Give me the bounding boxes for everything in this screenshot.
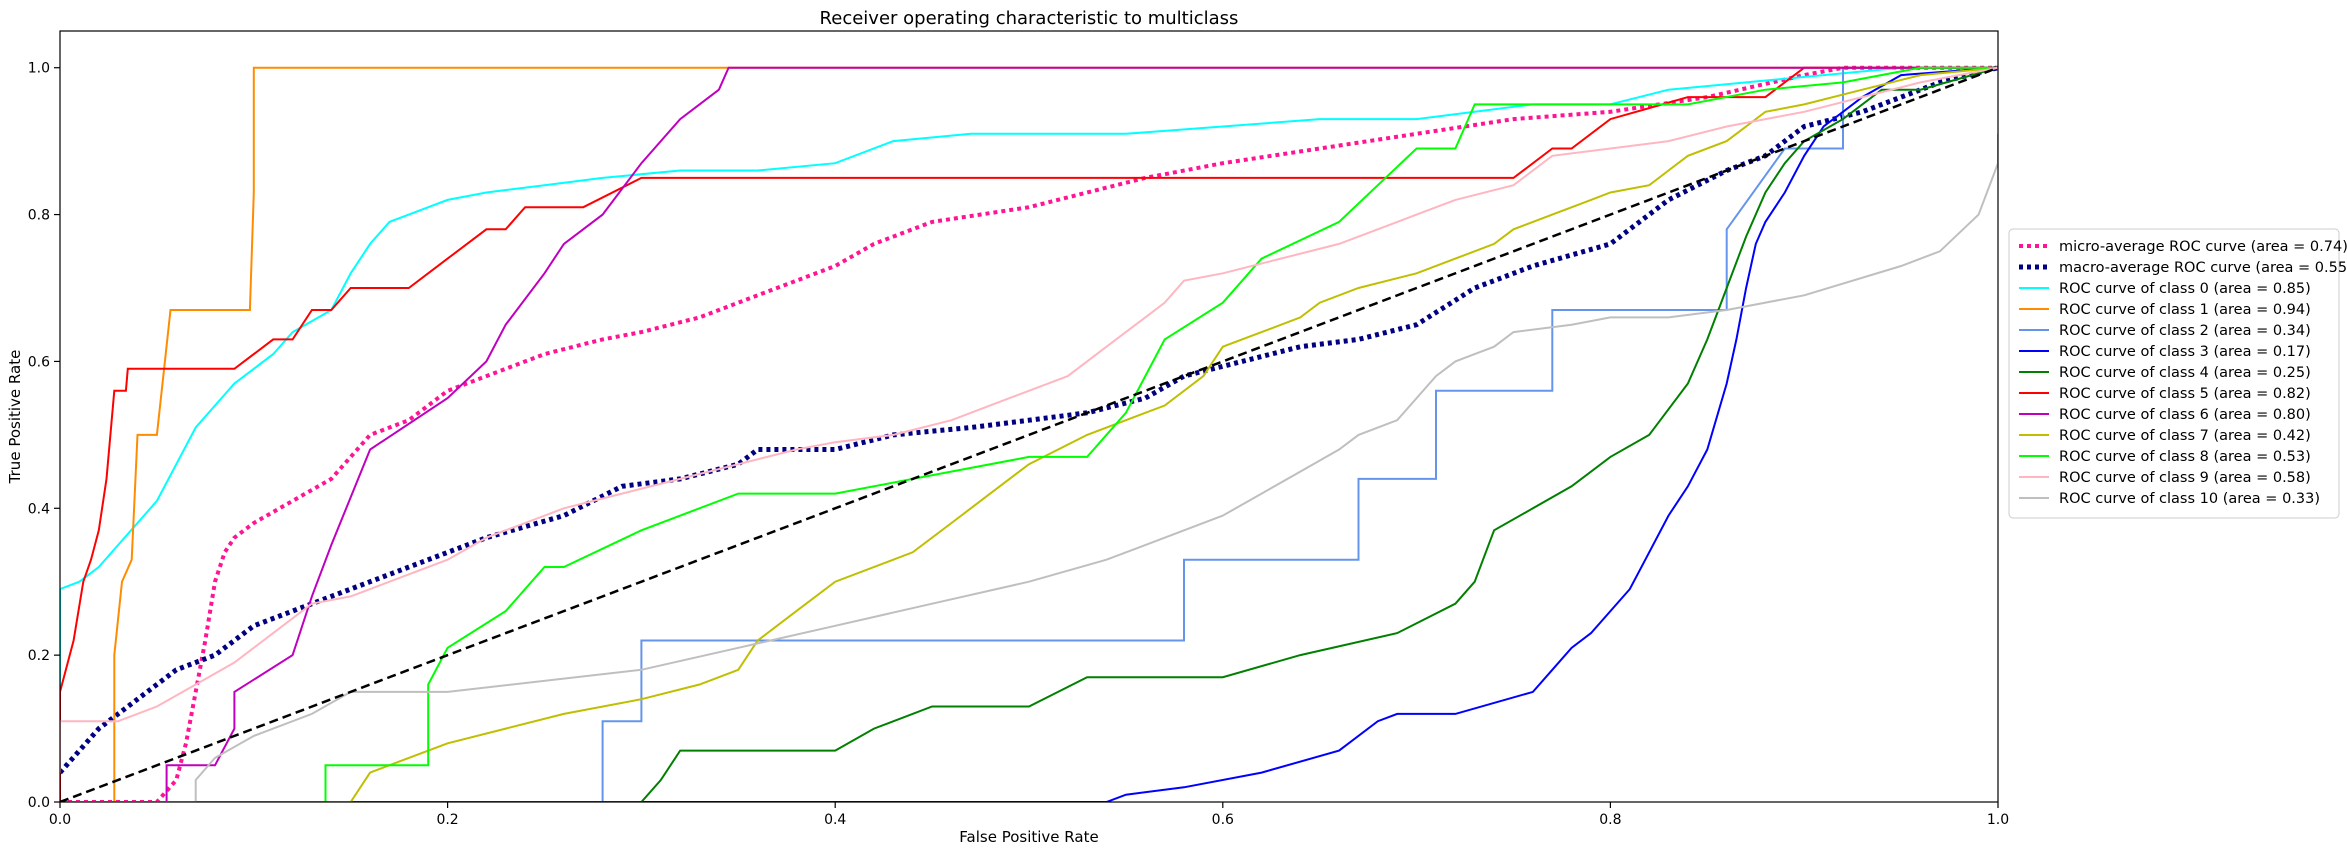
series-line-roc-curve-of-class-0: [60, 66, 1998, 802]
legend-entry: ROC curve of class 2 (area = 0.34): [2059, 323, 2311, 339]
legend-box: [2008, 228, 2340, 519]
legend-entry: macro-average ROC curve (area = 0.55): [2059, 260, 2347, 276]
x-tick-label: 0.6: [1212, 812, 1234, 828]
series-line-roc-curve-of-class-10: [60, 133, 1998, 802]
legend-entry: micro-average ROC curve (area = 0.74): [2059, 239, 2347, 255]
x-tick-label: 0.0: [49, 812, 71, 828]
y-tick-label: 0.6: [28, 354, 50, 370]
plot-area: [60, 65, 1998, 802]
legend-entry: ROC curve of class 10 (area = 0.33): [2059, 491, 2320, 507]
series-line-roc-curve-of-class-7: [60, 66, 1998, 802]
series-line-roc-curve-of-class-3: [60, 66, 1998, 802]
x-tick-label: 1.0: [1987, 812, 2009, 828]
series-line-macro-average-roc-curve: [60, 65, 1998, 775]
y-tick-label: 0.4: [28, 501, 50, 517]
y-tick-label: 1.0: [28, 61, 50, 77]
legend-entry: ROC curve of class 8 (area = 0.53): [2059, 449, 2311, 465]
axes-frame: [59, 30, 1999, 803]
legend-entry: ROC curve of class 0 (area = 0.85): [2059, 281, 2311, 297]
axes: 0.0 0.2 0.4 0.6 0.8 1.0 0.0 0.2 0.4 0.6 0.8 1.0: [28, 30, 2009, 828]
y-tick-label: 0.2: [28, 648, 50, 664]
series-line-roc-curve-of-class-8: [60, 66, 1998, 802]
series-line-roc-curve-of-class-4: [60, 66, 1998, 802]
legend-entry: ROC curve of class 3 (area = 0.17): [2059, 344, 2311, 360]
x-tick-label: 0.2: [436, 812, 458, 828]
series-line-roc-curve-of-class-5: [60, 66, 1998, 802]
legend-entry: ROC curve of class 9 (area = 0.58): [2059, 470, 2311, 486]
legend: micro-average ROC curve (area = 0.74) mac…: [2008, 228, 2347, 519]
x-tick-label: 0.8: [1599, 812, 1621, 828]
legend-entry: ROC curve of class 6 (area = 0.80): [2059, 407, 2311, 423]
legend-entry: ROC curve of class 7 (area = 0.42): [2059, 428, 2311, 444]
legend-entry: ROC curve of class 5 (area = 0.82): [2059, 386, 2311, 402]
chart-title: Receiver operating characteristic to mul…: [820, 8, 1239, 29]
x-axis-label: False Positive Rate: [959, 828, 1098, 846]
chance-diagonal-line: [60, 66, 1998, 802]
legend-entry: ROC curve of class 4 (area = 0.25): [2059, 365, 2311, 381]
series-line-micro-average-roc-curve: [60, 65, 1998, 802]
series-line-roc-curve-of-class-2: [60, 66, 1998, 802]
y-tick-label: 0.8: [28, 208, 50, 224]
y-axis-label: True Positive Rate: [6, 350, 24, 485]
legend-entry: ROC curve of class 1 (area = 0.94): [2059, 302, 2311, 318]
y-tick-label: 0.0: [28, 795, 50, 811]
x-tick-label: 0.4: [824, 812, 846, 828]
series-line-roc-curve-of-class-9: [60, 66, 1998, 773]
series-line-roc-curve-of-class-6: [60, 66, 1998, 802]
